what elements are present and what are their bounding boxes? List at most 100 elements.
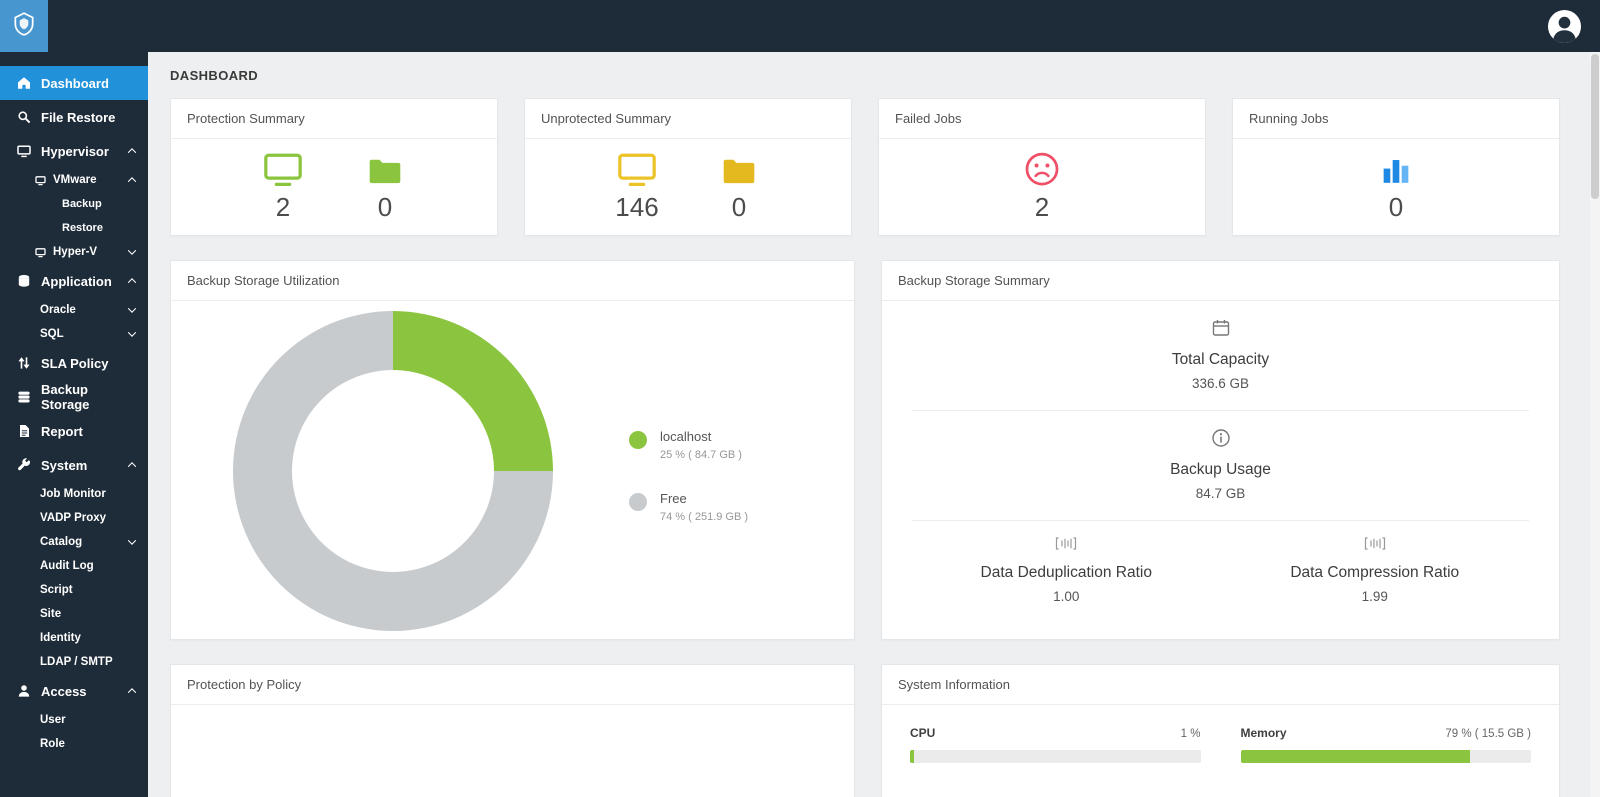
ratio-bars-icon: [1054, 537, 1078, 555]
protected-vm-stat: 2: [255, 150, 311, 223]
memory-progress-fill: [1240, 750, 1470, 763]
topbar: [0, 0, 1600, 52]
compression-ratio: Data Compression Ratio 1.99: [1221, 536, 1530, 604]
sidebar-item-label: Access: [41, 683, 87, 699]
monitor-icon: [262, 150, 304, 190]
sidebar-item-label: VADP Proxy: [40, 512, 107, 524]
sidebar-item-label: Job Monitor: [40, 488, 106, 500]
cpu-usage: CPU 1 %: [910, 726, 1201, 763]
sidebar-item-job-monitor[interactable]: Job Monitor: [0, 482, 148, 506]
sidebar-item-audit-log[interactable]: Audit Log: [0, 554, 148, 578]
backup-storage-utilization-card: Backup Storage Utilization localhost 25 …: [170, 260, 855, 640]
arrows-up-down-icon: [16, 356, 31, 371]
cpu-progress-fill: [910, 750, 914, 763]
cpu-label: CPU: [910, 726, 936, 740]
sidebar-item-system[interactable]: System: [0, 448, 148, 482]
bottom-cards-row: Protection by Policy System Information …: [170, 664, 1560, 797]
dedup-ratio: Data Deduplication Ratio 1.00: [912, 536, 1221, 604]
app-logo[interactable]: [0, 0, 48, 52]
chevron-up-icon: [127, 177, 137, 186]
sidebar-item-label: Application: [41, 273, 112, 289]
protection-summary-card: Protection Summary 2 0: [170, 98, 498, 236]
sidebar-item-vmware[interactable]: VMware: [0, 168, 148, 192]
chevron-up-icon: [127, 148, 137, 157]
compression-ratio-value: 1.99: [1361, 589, 1388, 604]
chevron-down-icon: [127, 328, 137, 337]
card-title: Running Jobs: [1233, 99, 1559, 139]
sidebar-item-dashboard[interactable]: Dashboard: [0, 66, 148, 100]
middle-cards-row: Backup Storage Utilization localhost 25 …: [170, 260, 1560, 640]
shield-icon: [11, 11, 37, 42]
running-jobs-count: 0: [1388, 192, 1404, 222]
unprotected-vm-count: 146: [615, 192, 659, 222]
chevron-down-icon: [127, 246, 137, 255]
sidebar-item-label: SLA Policy: [41, 355, 109, 371]
sidebar-item-report[interactable]: Report: [0, 414, 148, 448]
sidebar-item-identity[interactable]: Identity: [0, 626, 148, 650]
sidebar-item-label: Report: [41, 423, 83, 439]
sidebar-item-user[interactable]: User: [0, 708, 148, 732]
backup-usage-value: 84.7 GB: [1195, 486, 1246, 501]
sidebar-item-backup-storage[interactable]: Backup Storage: [0, 380, 148, 414]
sidebar-item-label: Hypervisor: [41, 143, 109, 159]
chevron-up-icon: [127, 462, 137, 471]
monitor-icon: [16, 144, 31, 159]
unprotected-app-count: 0: [731, 192, 747, 222]
legend-dot-gray: [629, 493, 647, 511]
backup-storage-summary-card: Backup Storage Summary Total Capacity 33…: [881, 260, 1560, 640]
total-capacity-label: Total Capacity: [1171, 351, 1270, 368]
memory-usage: Memory 79 % ( 15.5 GB ): [1240, 726, 1531, 763]
legend-detail: 25 % ( 84.7 GB ): [660, 449, 742, 461]
sidebar-item-application[interactable]: Application: [0, 264, 148, 298]
unprotected-vm-stat: 146: [609, 150, 665, 223]
compression-ratio-label: Data Compression Ratio: [1290, 564, 1460, 581]
chevron-down-icon: [127, 304, 137, 313]
sidebar-item-label: Backup Storage: [41, 382, 90, 412]
sidebar-item-backup[interactable]: Backup: [0, 192, 148, 216]
ratios-section: Data Deduplication Ratio 1.00 Data Compr…: [912, 521, 1529, 604]
person-icon: [16, 684, 31, 699]
bar-chart-icon: [1377, 150, 1415, 190]
unprotected-summary-card: Unprotected Summary 146 0: [524, 98, 852, 236]
folder-icon: [367, 150, 403, 190]
sidebar-item-hyper-v[interactable]: Hyper-V: [0, 240, 148, 264]
storage-donut-chart[interactable]: [233, 311, 553, 631]
sidebar-nav: Dashboard File Restore Hypervisor VMware…: [0, 52, 148, 797]
failed-jobs-card: Failed Jobs 2: [878, 98, 1206, 236]
legend-detail: 74 % ( 251.9 GB ): [660, 511, 749, 523]
sidebar-item-sla-policy[interactable]: SLA Policy: [0, 346, 148, 380]
sidebar-item-oracle[interactable]: Oracle: [0, 298, 148, 322]
sidebar-item-sql[interactable]: SQL: [0, 322, 148, 346]
main-content: DASHBOARD Protection Summary 2 0 Unpro: [148, 52, 1600, 797]
sidebar-item-restore[interactable]: Restore: [0, 216, 148, 240]
sidebar-item-file-restore[interactable]: File Restore: [0, 100, 148, 134]
sidebar-item-label: Audit Log: [40, 560, 94, 572]
storage-stack-icon: [16, 390, 31, 405]
unprotected-app-stat: 0: [711, 150, 767, 223]
sidebar-item-vadp-proxy[interactable]: VADP Proxy: [0, 506, 148, 530]
legend-item-localhost[interactable]: localhost 25 % ( 84.7 GB ): [629, 429, 748, 461]
sidebar-item-script[interactable]: Script: [0, 578, 148, 602]
chevron-up-icon: [127, 688, 137, 697]
card-title: Backup Storage Summary: [882, 261, 1559, 301]
chevron-down-icon: [127, 536, 137, 545]
scrollbar-thumb[interactable]: [1591, 54, 1599, 199]
sidebar-item-catalog[interactable]: Catalog: [0, 530, 148, 554]
sidebar-item-access[interactable]: Access: [0, 674, 148, 708]
card-title: Protection by Policy: [171, 665, 854, 705]
user-avatar[interactable]: [1547, 9, 1582, 44]
sidebar-item-label: Dashboard: [41, 75, 109, 91]
ratio-bars-icon: [1363, 537, 1387, 555]
sidebar-item-role[interactable]: Role: [0, 732, 148, 756]
monitor-icon: [34, 246, 46, 258]
sidebar-item-label: Identity: [40, 632, 81, 644]
sidebar-item-hypervisor[interactable]: Hypervisor: [0, 134, 148, 168]
sidebar-item-ldap-smtp[interactable]: LDAP / SMTP: [0, 650, 148, 674]
folder-icon: [721, 150, 757, 190]
legend-item-free[interactable]: Free 74 % ( 251.9 GB ): [629, 491, 748, 523]
protected-app-stat: 0: [357, 150, 413, 223]
home-icon: [16, 76, 31, 91]
vertical-scrollbar[interactable]: [1590, 52, 1600, 797]
sidebar-item-site[interactable]: Site: [0, 602, 148, 626]
